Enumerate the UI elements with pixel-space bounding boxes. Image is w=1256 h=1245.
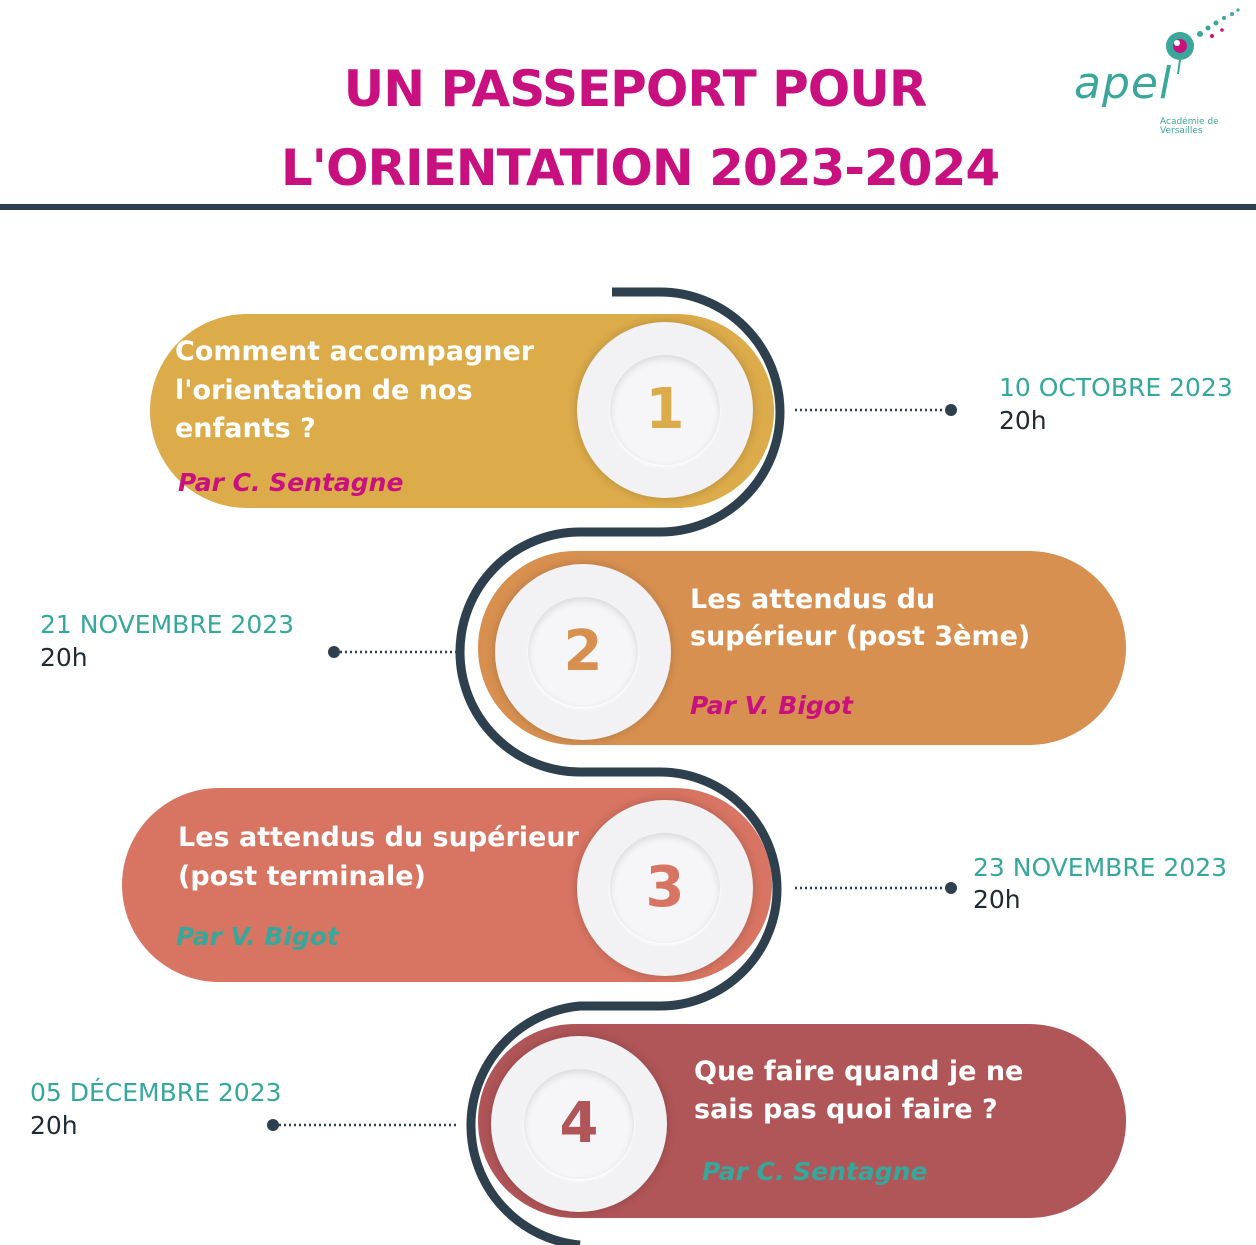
page-title-line-2: L'ORIENTATION 2023-2024	[280, 139, 1000, 197]
header-divider	[0, 204, 1256, 210]
step-1-number: 1	[610, 355, 720, 465]
connector-3	[795, 882, 957, 894]
step-4-author: Par C. Sentagne	[702, 1157, 928, 1186]
step-3-author: Par V. Bigot	[176, 922, 339, 951]
apel-logo-subtitle: Académie de Versailles	[1160, 117, 1219, 136]
step-2-date: 21 NOVEMBRE 2023	[40, 610, 295, 639]
step-1-time: 20h	[999, 406, 1047, 435]
step-2-author: Par V. Bigot	[690, 691, 853, 720]
step-3-time: 20h	[973, 885, 1021, 914]
step-2-number-badge: 2	[495, 564, 671, 740]
step-1-author: Par C. Sentagne	[178, 468, 404, 497]
step-1-date: 10 OCTOBRE 2023	[999, 373, 1233, 402]
step-2-time: 20h	[40, 643, 88, 672]
step-3-number-badge: 3	[577, 800, 753, 976]
connector-1	[795, 404, 957, 416]
dandelion-icon	[1166, 8, 1240, 74]
connector-2	[328, 646, 458, 658]
step-2-title-line-1: Les attendus du	[690, 584, 936, 615]
step-1-title-line-1: Comment accompagner	[175, 336, 535, 367]
step-1-number-badge: 1	[577, 322, 753, 498]
step-3-number: 3	[610, 833, 720, 943]
step-3-title-line-2: (post terminale)	[178, 861, 426, 892]
step-3-title-line-1: Les attendus du supérieur	[178, 822, 579, 853]
step-1-title-line-2: l'orientation de nos	[175, 375, 473, 406]
step-2-number: 2	[528, 597, 638, 707]
page-title-line-1: UN PASSEPORT POUR	[343, 60, 928, 118]
step-2-title-line-2: supérieur (post 3ème)	[690, 621, 1031, 652]
step-3-date: 23 NOVEMBRE 2023	[973, 853, 1228, 882]
step-1-title-line-3: enfants ?	[175, 413, 316, 444]
apel-logo: apel	[1074, 58, 1173, 109]
step-4-title-line-2: sais pas quoi faire ?	[694, 1094, 998, 1125]
step-4-number-badge: 4	[491, 1036, 667, 1212]
step-4-date: 05 DÉCEMBRE 2023	[30, 1078, 282, 1107]
step-4-time: 20h	[30, 1111, 78, 1140]
step-4-title-line-1: Que faire quand je ne	[694, 1056, 1024, 1087]
connector-4	[267, 1119, 458, 1131]
step-4-number: 4	[524, 1069, 634, 1179]
